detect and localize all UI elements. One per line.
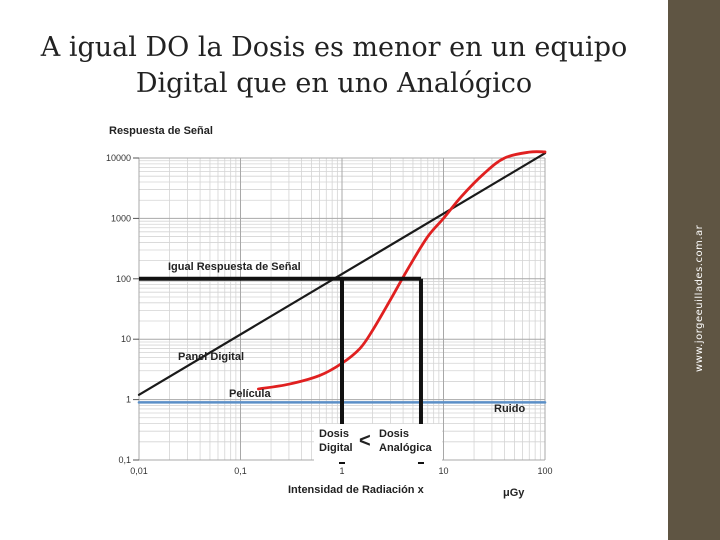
label-pelicula: Película <box>229 388 271 400</box>
title-line-2: Digital que en uno Analógico <box>135 68 533 99</box>
label-dose-analog-2: Analógica <box>379 442 432 454</box>
y-tick-label: 0,1 <box>118 455 131 465</box>
y-axis-title: Respuesta de Señal <box>109 125 213 137</box>
x-tick-label: 100 <box>537 466 552 476</box>
y-tick-label: 10000 <box>106 153 131 163</box>
y-tick-label: 1000 <box>111 213 131 223</box>
slide-title: A igual DO la Dosis es menor en un equip… <box>0 30 668 102</box>
x-tick-label: 1 <box>339 466 344 476</box>
x-axis-unit: μGy <box>503 487 525 499</box>
x-tick-label: 0,01 <box>130 466 148 476</box>
comparison-symbol: < <box>359 430 371 452</box>
y-tick-label: 100 <box>116 274 131 284</box>
label-panel-digital: Panel Digital <box>178 351 244 363</box>
label-dose-digital-1: Dosis <box>319 428 349 440</box>
label-equal-response: Igual Respuesta de Señal <box>168 261 301 273</box>
y-tick-label: 10 <box>121 334 131 344</box>
series-panel-digital <box>137 152 547 396</box>
title-line-1: A igual DO la Dosis es menor en un equip… <box>40 32 628 63</box>
decorative-sidebar <box>668 0 720 540</box>
dose-label-box <box>314 424 442 462</box>
label-dose-analog-1: Dosis <box>379 428 409 440</box>
x-axis-title: Intensidad de Radiación x <box>288 484 425 496</box>
label-ruido: Ruido <box>494 403 525 415</box>
watermark-url: www.jorgeeuillades.com.ar <box>694 224 705 372</box>
x-tick-label: 10 <box>438 466 448 476</box>
label-dose-digital-2: Digital <box>319 442 353 454</box>
y-tick-label: 1 <box>126 395 131 405</box>
x-tick-label: 0,1 <box>234 466 247 476</box>
series-pelicula <box>256 150 547 391</box>
